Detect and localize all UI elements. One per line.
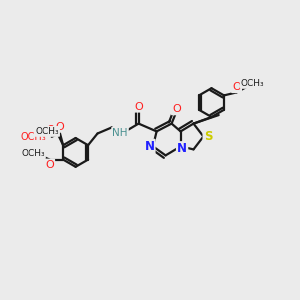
Text: N: N <box>144 140 154 153</box>
Text: S: S <box>204 130 212 143</box>
Text: OCH₃: OCH₃ <box>21 149 45 158</box>
Text: O: O <box>172 104 181 114</box>
Text: OCH₃: OCH₃ <box>21 132 46 142</box>
Text: O: O <box>45 160 54 170</box>
Text: O: O <box>134 101 143 112</box>
Text: N: N <box>177 142 187 155</box>
Text: NH: NH <box>112 128 128 138</box>
Text: O: O <box>55 122 64 132</box>
Text: O: O <box>46 125 54 135</box>
Text: OCH₃: OCH₃ <box>241 79 264 88</box>
Text: OCH₃: OCH₃ <box>35 127 59 136</box>
Text: O: O <box>232 82 241 92</box>
